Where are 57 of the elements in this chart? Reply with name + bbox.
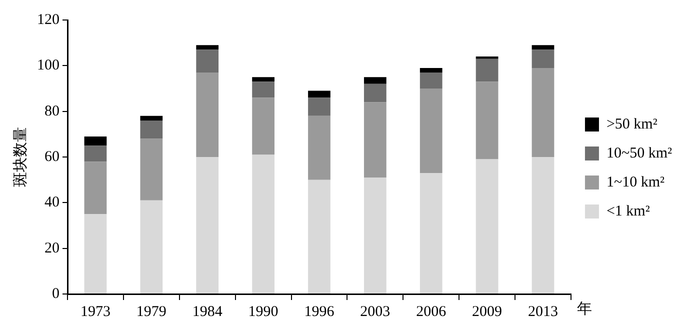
bar bbox=[252, 77, 274, 82]
bar bbox=[196, 157, 219, 294]
y-tick-label: 100 bbox=[37, 58, 60, 74]
bar bbox=[532, 45, 554, 50]
bar bbox=[252, 98, 274, 155]
bar bbox=[420, 88, 442, 173]
bar bbox=[196, 50, 219, 73]
x-tick-label: 1990 bbox=[248, 304, 278, 320]
bar bbox=[532, 157, 554, 294]
bar bbox=[364, 84, 386, 102]
bar bbox=[84, 136, 107, 146]
bar bbox=[308, 98, 330, 116]
bar bbox=[252, 82, 274, 98]
bar bbox=[140, 120, 163, 139]
x-tick-label: 2009 bbox=[472, 304, 502, 320]
bar bbox=[532, 50, 554, 68]
legend-label: 1~10 km² bbox=[606, 174, 666, 190]
bar bbox=[140, 200, 163, 294]
y-axis-title: 斑块数量 bbox=[12, 127, 29, 187]
bar bbox=[476, 159, 498, 294]
legend-label: 10~50 km² bbox=[606, 145, 673, 162]
bar bbox=[196, 72, 219, 157]
x-tick-label: 2003 bbox=[360, 304, 390, 320]
bar bbox=[364, 178, 386, 294]
x-tick-label: 1979 bbox=[136, 304, 166, 320]
legend-label: <1 km² bbox=[606, 203, 650, 220]
x-tick-label: 2006 bbox=[416, 304, 447, 320]
y-tick-label: 120 bbox=[37, 12, 60, 28]
bar bbox=[84, 162, 107, 214]
x-tick-label: 1973 bbox=[80, 304, 110, 320]
bar bbox=[420, 172, 442, 294]
bar bbox=[308, 180, 330, 294]
bar bbox=[84, 146, 107, 162]
legend-label: >50 km² bbox=[606, 116, 658, 132]
bar bbox=[308, 116, 330, 180]
bar bbox=[364, 77, 386, 84]
bar bbox=[196, 45, 219, 50]
bar bbox=[532, 68, 554, 157]
y-tick-label: 0 bbox=[52, 286, 60, 302]
bar bbox=[420, 68, 442, 73]
bar bbox=[476, 82, 498, 160]
y-tick-label: 40 bbox=[44, 194, 60, 211]
x-tick-label: 1996 bbox=[304, 304, 335, 320]
x-axis-title: 年 bbox=[576, 300, 592, 318]
bar bbox=[140, 138, 163, 200]
x-tick-label: 1984 bbox=[192, 304, 223, 320]
x-tick-label: 2013 bbox=[528, 304, 558, 320]
y-tick-label: 80 bbox=[44, 103, 60, 120]
bar bbox=[476, 58, 498, 82]
y-tick-label: 60 bbox=[44, 148, 60, 165]
bar bbox=[308, 90, 330, 98]
bar bbox=[84, 214, 107, 294]
bar bbox=[364, 102, 386, 178]
bar bbox=[420, 72, 442, 88]
bar bbox=[252, 154, 274, 294]
bar bbox=[140, 116, 163, 120]
y-tick-label: 20 bbox=[44, 240, 60, 256]
